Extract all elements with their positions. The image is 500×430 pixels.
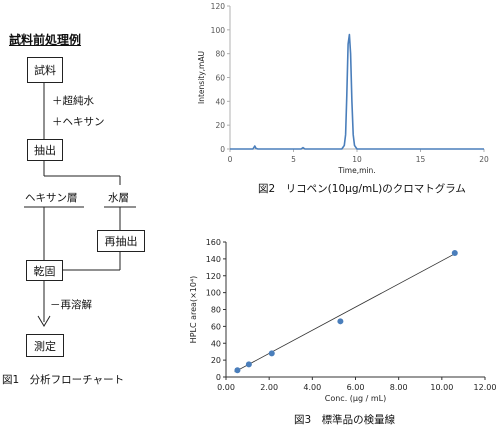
x-tick-label: 10 (352, 155, 362, 164)
flow-arrowhead (37, 315, 51, 327)
x-axis-label: Conc. (μg / mL) (325, 394, 386, 403)
y-axis-label: HPLC area(×10⁴) (189, 276, 198, 344)
box-reextract: 再抽出 (97, 230, 145, 252)
flowchart-caption: 図1 分析フローチャート (2, 374, 125, 386)
box-measure: 測定 (26, 334, 64, 357)
y-axis-label: Intensity,mAU (197, 51, 206, 104)
calibration-data-point (337, 318, 344, 325)
y-tick-label: 160 (206, 238, 221, 247)
x-tick-label: 15 (416, 155, 426, 164)
y-tick-label: 40 (211, 339, 221, 348)
x-tick-label: 0 (228, 155, 233, 164)
y-tick-label: 120 (211, 2, 226, 11)
x-tick-label: 4.00 (303, 383, 321, 392)
y-tick-label: 20 (211, 356, 221, 365)
y-tick-label: 60 (215, 74, 225, 83)
calibration-data-point (451, 249, 458, 256)
x-tick-label: 0.00 (217, 383, 235, 392)
y-tick-label: 40 (215, 97, 225, 106)
y-tick-label: 100 (211, 26, 226, 35)
label-redissolve: －再溶解 (50, 299, 92, 311)
x-tick-label: 10.00 (430, 383, 453, 392)
y-tick-label: 0 (216, 373, 221, 382)
y-tick-label: 80 (211, 306, 221, 315)
label-water-layer: 水層 (108, 192, 129, 204)
box-sample: 試料 (27, 57, 63, 83)
x-tick-label: 2.00 (260, 383, 278, 392)
x-tick-label: 12.00 (474, 383, 497, 392)
label-add-hexane: ＋ヘキサン (52, 116, 105, 128)
flowchart-title: 試料前処理例 (9, 33, 82, 47)
x-tick-label: 8.00 (390, 383, 408, 392)
label-add-water: ＋超純水 (52, 95, 94, 107)
box-dry: 乾固 (26, 260, 63, 281)
y-tick-label: 60 (211, 322, 221, 331)
calibration-data-point (245, 361, 252, 368)
calibration-trendline (234, 253, 455, 373)
y-tick-label: 120 (206, 272, 221, 281)
y-tick-label: 20 (215, 121, 225, 130)
y-tick-label: 100 (206, 289, 221, 298)
box-extract: 抽出 (27, 139, 63, 161)
x-tick-label: 20 (479, 155, 489, 164)
chromatogram-series-line (230, 33, 484, 150)
y-tick-label: 80 (215, 50, 225, 59)
x-tick-label: 5 (291, 155, 296, 164)
calibration-caption: 図3 標準品の検量線 (294, 414, 396, 426)
x-axis-label: Time,min. (337, 166, 375, 175)
y-tick-label: 0 (220, 145, 225, 154)
x-tick-label: 6.00 (347, 383, 365, 392)
y-tick-label: 140 (206, 255, 221, 264)
calibration-data-point (234, 367, 241, 374)
label-hexane-layer: ヘキサン層 (25, 192, 78, 204)
chromatogram-caption: 図2 リコペン(10μg/mL)のクロマトグラム (258, 183, 466, 195)
calibration-data-point (268, 350, 275, 357)
